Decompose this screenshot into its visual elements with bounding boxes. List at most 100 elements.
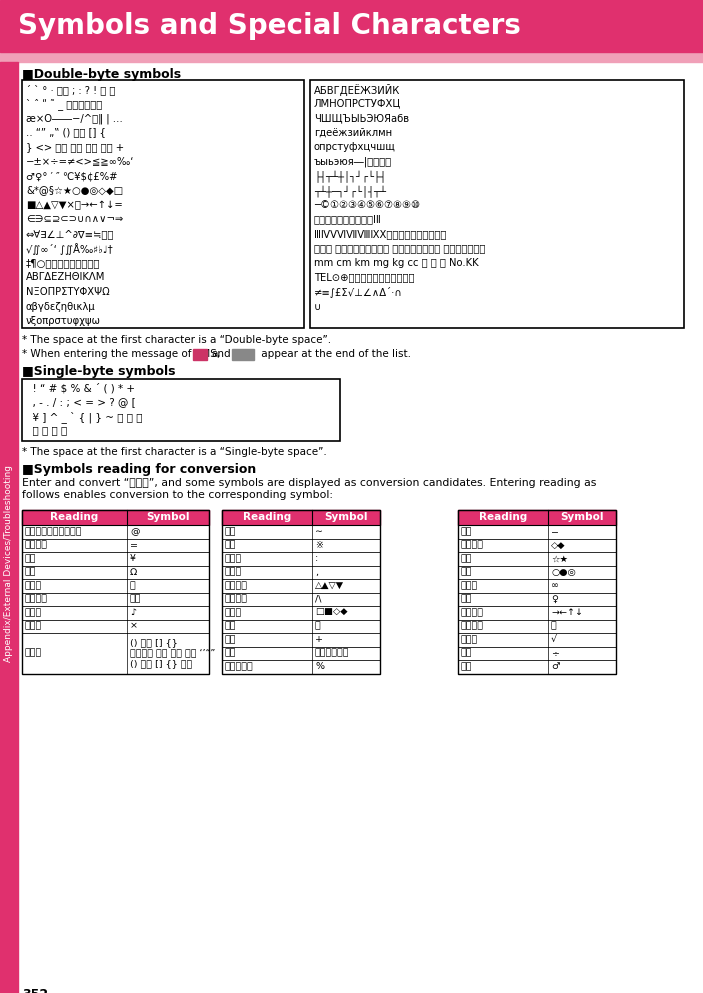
Text: Enter and convert “きごう”, and some symbols are displayed as conversion candidates: Enter and convert “きごう”, and some symbol… (22, 478, 596, 499)
Bar (222, 510, 380, 673)
Text: 」」: 」」 (130, 595, 141, 604)
Text: しゃせん: しゃせん (225, 595, 248, 604)
Bar (22, 593, 209, 606)
Text: わる: わる (461, 648, 472, 657)
Text: しめ: しめ (225, 622, 236, 631)
Text: ⑪⑫⑬⑭⑮⑯⑰⑱⑲⑳ⅠⅡ: ⑪⑫⑬⑭⑮⑯⑰⑱⑲⑳ⅠⅡ (314, 214, 382, 224)
Bar (458, 633, 616, 646)
Text: TEL⊙⊕〔〕〈〉株有代有份正勢: TEL⊙⊕〔〕〈〉株有代有份正勢 (314, 272, 415, 282)
Text: ゆうびん: ゆうびん (461, 622, 484, 631)
Text: ⇔∀∃∠⊥^∂∇≡≒《》: ⇔∀∃∠⊥^∂∇≡≒《》 (26, 229, 115, 239)
Text: □■◇◆: □■◇◆ (315, 609, 347, 618)
Text: ♂: ♂ (551, 662, 560, 671)
Text: ■Symbols reading for conversion: ■Symbols reading for conversion (22, 463, 257, 476)
Text: ほし: ほし (461, 554, 472, 563)
Text: やじるし: やじるし (461, 609, 484, 618)
Text: こんま: こんま (225, 568, 243, 577)
Text: ЧШЩЪЫЬЭЮЯабв: ЧШЩЪЫЬЭЮЯабв (314, 113, 409, 123)
Text: * The space at the first character is a “Double-byte space”.: * The space at the first character is a … (22, 335, 331, 345)
Text: ☆★: ☆★ (551, 554, 568, 563)
Text: and: and (211, 349, 231, 359)
Text: опрстуфхцчшщ: опрстуфхцчшщ (314, 142, 396, 152)
Text: ‥ “” „‟ () 〔〕 [] {: ‥ “” „‟ () 〔〕 [] { (26, 127, 106, 137)
Bar (222, 620, 380, 633)
Bar (0, 52, 703, 62)
Bar (22, 510, 209, 673)
Text: ‡¶○わあぞワ井アヴカケ: ‡¶○わあぞワ井アヴカケ (26, 258, 101, 268)
Text: mm cm km mg kg cc ㎡ 平 山 No.KK: mm cm km mg kg cc ㎡ 平 山 No.KK (314, 258, 479, 268)
Text: どう: どう (225, 648, 236, 657)
Text: , - . / : ; < = > ? @ [: , - . / : ; < = > ? @ [ (26, 397, 136, 407)
Bar (22, 606, 209, 620)
Text: 々: 々 (130, 581, 136, 590)
Bar (458, 510, 616, 525)
Text: こめ: こめ (225, 541, 236, 550)
Text: ¥: ¥ (130, 554, 136, 563)
Text: гдеёжзийклмн: гдеёжзийклмн (314, 127, 392, 137)
Text: ■Single-byte symbols: ■Single-byte symbols (22, 365, 176, 378)
Text: から: から (225, 527, 236, 536)
Text: −±×÷=≠<>≦≧∞‰‘: −±×÷=≠<>≦≧∞‰‘ (26, 157, 134, 167)
Text: かける: かける (25, 622, 42, 631)
Bar (458, 565, 616, 579)
Text: おす: おす (461, 662, 472, 671)
Text: Symbols and Special Characters: Symbols and Special Characters (18, 12, 521, 40)
Text: ¥ ] ^ _ ` { | } ~ 。 「 」: ¥ ] ^ _ ` { | } ~ 。 「 」 (26, 411, 143, 423)
Text: おす: おす (25, 568, 37, 577)
Text: Appendix/External Devices/Troubleshooting: Appendix/External Devices/Troubleshootin… (4, 465, 13, 661)
Text: ※: ※ (315, 541, 323, 550)
Text: ! “ # $ % & ´ ( ) * +: ! “ # $ % & ´ ( ) * + (26, 383, 135, 393)
Bar (22, 552, 209, 565)
Bar (222, 565, 380, 579)
Text: Reading: Reading (243, 512, 291, 522)
Text: おんぷ: おんぷ (25, 609, 42, 618)
Text: ♂♀° ′ ″ ℃¥$¢£%#: ♂♀° ′ ″ ℃¥$¢£%# (26, 171, 117, 181)
Text: ♪: ♪ (130, 609, 136, 618)
Text: ⅢⅣⅤⅥⅦⅧⅨⅩ㎏キロセンチメートル: ⅢⅣⅤⅥⅦⅧⅨⅩ㎏キロセンチメートル (314, 229, 446, 239)
Text: かっこ: かっこ (25, 648, 42, 657)
Text: ЛМНОПРСТУФХЦ: ЛМНОПРСТУФХЦ (314, 98, 401, 108)
Text: グラム アークリックカロド センチミリベーム ミリアンページ: グラム アークリックカロド センチミリベーム ミリアンページ (314, 243, 485, 253)
Text: ABΓΔEZHΘIKΛM: ABΓΔEZHΘIKΛM (26, 272, 105, 282)
Text: むげん: むげん (461, 581, 478, 590)
Bar (458, 606, 616, 620)
Bar (222, 525, 380, 538)
Bar (310, 80, 684, 328)
Text: Reading: Reading (479, 512, 527, 522)
Text: 352: 352 (22, 988, 48, 993)
Text: * The space at the first character is a “Single-byte space”.: * The space at the first character is a … (22, 447, 327, 457)
Bar (22, 525, 209, 538)
Text: } <> 《》 『』 《》 【】 +: } <> 《》 『』 《》 【】 + (26, 142, 124, 152)
Text: ひく: ひく (461, 527, 472, 536)
Text: −: − (551, 527, 559, 536)
Bar (458, 510, 616, 525)
Bar (222, 579, 380, 593)
Text: ─©①②③④⑤⑥⑦⑧⑨⑩: ─©①②③④⑤⑥⑦⑧⑨⑩ (314, 200, 420, 210)
Text: ` ˆ ʺ ˜ _ ヾヽゝゞ＃全: ` ˆ ʺ ˜ _ ヾヽゝゞ＃全 (26, 98, 102, 110)
Text: ■△▲▽▼×テ→←↑↓=: ■△▲▽▼×テ→←↑↓= (26, 200, 123, 210)
Text: おなじく: おなじく (25, 595, 48, 604)
Bar (222, 552, 380, 565)
Text: %: % (315, 662, 324, 671)
Text: ×: × (130, 622, 138, 631)
Bar (193, 349, 207, 360)
Text: √: √ (551, 636, 557, 644)
Bar (458, 646, 616, 660)
Text: ┬┴┼─┐┘┌└│┤┬┴: ┬┴┼─┐┘┌└│┤┬┴ (314, 186, 386, 198)
Bar (458, 538, 616, 552)
Bar (22, 633, 209, 673)
Text: ∼: ∼ (315, 527, 323, 536)
Bar (22, 80, 304, 328)
Bar (458, 660, 616, 673)
Text: ∪: ∪ (314, 302, 321, 312)
Text: あっと、あっとまーく: あっと、あっとまーく (25, 527, 82, 536)
Text: ひしがた: ひしがた (461, 541, 484, 550)
Text: ,: , (315, 568, 318, 577)
Bar (232, 349, 254, 360)
Text: さんかく: さんかく (225, 581, 248, 590)
Bar (22, 565, 209, 579)
Text: るーと: るーと (461, 636, 478, 644)
Bar (458, 579, 616, 593)
Bar (0, 62, 18, 993)
Text: ヾヽゝゞ＃女: ヾヽゝゞ＃女 (315, 648, 349, 657)
